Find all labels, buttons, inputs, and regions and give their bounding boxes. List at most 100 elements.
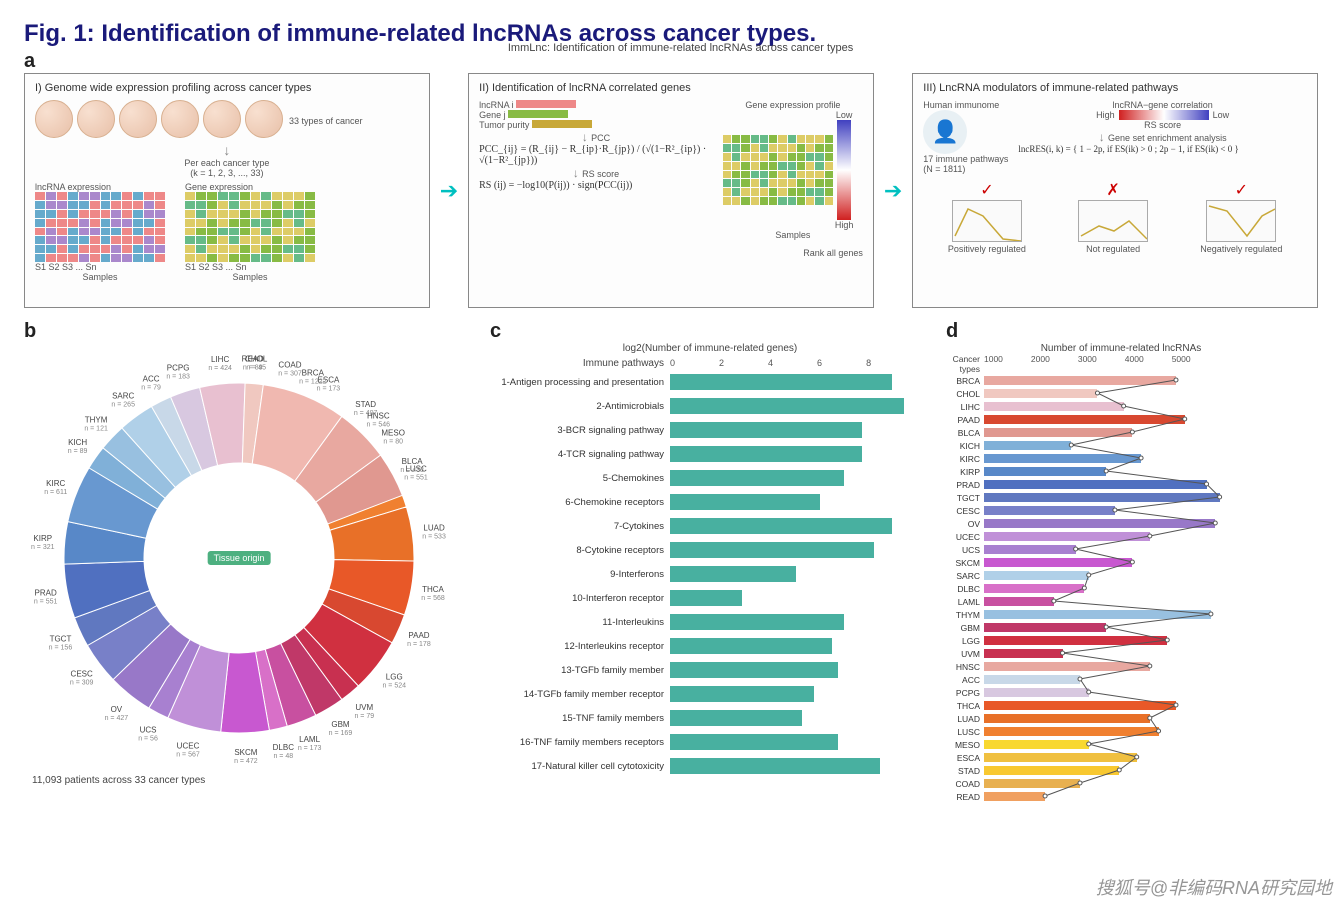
d-cancer-label: BLCA bbox=[946, 428, 984, 438]
tumor-purity: Tumor purity bbox=[479, 120, 529, 130]
panel-c-label: c bbox=[490, 320, 501, 342]
c-row: 16-TNF family members receptors bbox=[490, 730, 930, 754]
donut-label: KIRC bbox=[46, 479, 65, 488]
d-cancer-label: READ bbox=[946, 792, 984, 802]
panel-b-label: b bbox=[24, 320, 474, 343]
d-cancer-label: UVM bbox=[946, 649, 984, 659]
d-bar bbox=[984, 753, 1137, 762]
c-bar bbox=[670, 398, 904, 414]
rs-formula: RS (ij) = −log10(P(ij)) · sign(PCC(ij)) bbox=[479, 180, 713, 191]
d-row: SKCM bbox=[946, 556, 1266, 569]
c-pathway-label: 11-Interleukins bbox=[490, 617, 670, 628]
d-bar bbox=[984, 779, 1080, 788]
c-pathway-label: 10-Interferon receptor bbox=[490, 593, 670, 604]
per-type: Per each cancer type bbox=[35, 158, 419, 168]
panel-b: b READn = 89COADn = 307ESCAn = 173STADn … bbox=[24, 320, 474, 803]
c-bar bbox=[670, 542, 874, 558]
c-pathway-label: 2-Antimicrobials bbox=[490, 401, 670, 412]
arrow-icon: ➔ bbox=[440, 178, 458, 204]
sample-ticks: S1 S2 S3 ... Sn bbox=[185, 262, 315, 272]
c-pathway-label: 15-TNF family members bbox=[490, 713, 670, 724]
d-row: TGCT bbox=[946, 491, 1266, 504]
c-row: 1-Antigen processing and presentation bbox=[490, 370, 930, 394]
gene-profile-label: Gene expression profile bbox=[723, 100, 863, 110]
gsea-plot-not bbox=[1078, 200, 1148, 242]
d-bar bbox=[984, 792, 1045, 801]
d-cancer-label: GBM bbox=[946, 623, 984, 633]
c-row: 14-TGFb family member receptor bbox=[490, 682, 930, 706]
d-cancer-label: THCA bbox=[946, 701, 984, 711]
d-row: LGG bbox=[946, 634, 1266, 647]
svg-text:n = 178: n = 178 bbox=[407, 641, 431, 648]
box-2: II) Identification of lncRNA correlated … bbox=[468, 73, 874, 308]
gsea-label: Gene set enrichment analysis bbox=[1108, 133, 1227, 143]
donut-label: UCEC bbox=[177, 741, 200, 750]
d-row: LIHC bbox=[946, 400, 1266, 413]
svg-text:n = 169: n = 169 bbox=[329, 730, 353, 737]
d-row: KIRC bbox=[946, 452, 1266, 465]
pathways-label: 17 immune pathways bbox=[923, 154, 1008, 164]
d-bar bbox=[984, 519, 1215, 528]
organ-icon bbox=[35, 100, 73, 138]
d-bar bbox=[984, 740, 1089, 749]
gene-j: Gene j bbox=[479, 110, 506, 120]
not-label: Not regulated bbox=[1075, 244, 1151, 254]
donut-label: KIRP bbox=[33, 534, 52, 543]
d-row: KICH bbox=[946, 439, 1266, 452]
donut-label: UCS bbox=[140, 726, 157, 735]
d-row: HNSC bbox=[946, 660, 1266, 673]
samples-label: Samples bbox=[35, 272, 165, 282]
d-cancer-label: KIRC bbox=[946, 454, 984, 464]
d-axis-label: Cancer types bbox=[946, 354, 984, 374]
svg-text:n = 45: n = 45 bbox=[246, 365, 266, 372]
profile-heatmap bbox=[723, 135, 833, 205]
d-row: PCPG bbox=[946, 686, 1266, 699]
donut-label: BRCA bbox=[302, 368, 325, 377]
d-cancer-label: LGG bbox=[946, 636, 984, 646]
d-cancer-label: LIHC bbox=[946, 402, 984, 412]
c-bar bbox=[670, 590, 742, 606]
donut-label: MESO bbox=[381, 428, 405, 437]
donut-label: THYM bbox=[85, 415, 108, 424]
figure-subtitle: ImmLnc: Identification of immune-related… bbox=[43, 42, 1318, 54]
svg-text:n = 546: n = 546 bbox=[367, 422, 391, 429]
d-bar bbox=[984, 467, 1106, 476]
d-cancer-label: PRAD bbox=[946, 480, 984, 490]
d-bar bbox=[984, 506, 1115, 515]
donut-label: HNSC bbox=[367, 412, 390, 421]
svg-text:n = 80: n = 80 bbox=[383, 438, 403, 445]
c-pathway-label: 6-Chemokine receptors bbox=[490, 497, 670, 508]
organ-icon bbox=[77, 100, 115, 138]
d-cancer-label: STAD bbox=[946, 766, 984, 776]
c-row: 10-Interferon receptor bbox=[490, 586, 930, 610]
svg-text:n = 173: n = 173 bbox=[298, 745, 322, 752]
svg-text:n = 433: n = 433 bbox=[400, 467, 424, 474]
d-cancer-label: UCEC bbox=[946, 532, 984, 542]
d-row: DLBC bbox=[946, 582, 1266, 595]
arrow-icon: ➔ bbox=[884, 178, 902, 204]
d-row: PAAD bbox=[946, 413, 1266, 426]
svg-text:n = 173: n = 173 bbox=[317, 385, 341, 392]
d-cancer-label: UCS bbox=[946, 545, 984, 555]
donut-label: PAAD bbox=[408, 631, 429, 640]
d-cancer-label: ESCA bbox=[946, 753, 984, 763]
n-genes: (N = 1811) bbox=[923, 164, 1008, 174]
corr-label: lncRNA−gene correlation bbox=[1018, 100, 1307, 110]
donut-label: LIHC bbox=[211, 355, 229, 364]
donut-label: GBM bbox=[331, 720, 350, 729]
panel-c-title: log2(Number of immune-related genes) bbox=[490, 343, 930, 354]
d-cancer-label: MESO bbox=[946, 740, 984, 750]
svg-text:n = 121: n = 121 bbox=[84, 425, 108, 432]
donut-label: STAD bbox=[355, 400, 376, 409]
rs-label: RS score bbox=[582, 169, 619, 179]
c-axis-label: Immune pathways bbox=[490, 358, 670, 370]
svg-text:n = 307: n = 307 bbox=[278, 371, 302, 378]
res-formula: lncRES(i, k) = { 1 − 2p, if ES(ik) > 0 ;… bbox=[1018, 144, 1307, 154]
svg-text:n = 1222: n = 1222 bbox=[299, 378, 327, 385]
donut-label: ACC bbox=[143, 375, 160, 384]
svg-text:n = 321: n = 321 bbox=[31, 544, 55, 551]
human-label: Human immunome bbox=[923, 100, 1008, 110]
c-pathway-label: 1-Antigen processing and presentation bbox=[490, 377, 670, 388]
d-cancer-label: LUSC bbox=[946, 727, 984, 737]
d-bar bbox=[984, 623, 1106, 632]
